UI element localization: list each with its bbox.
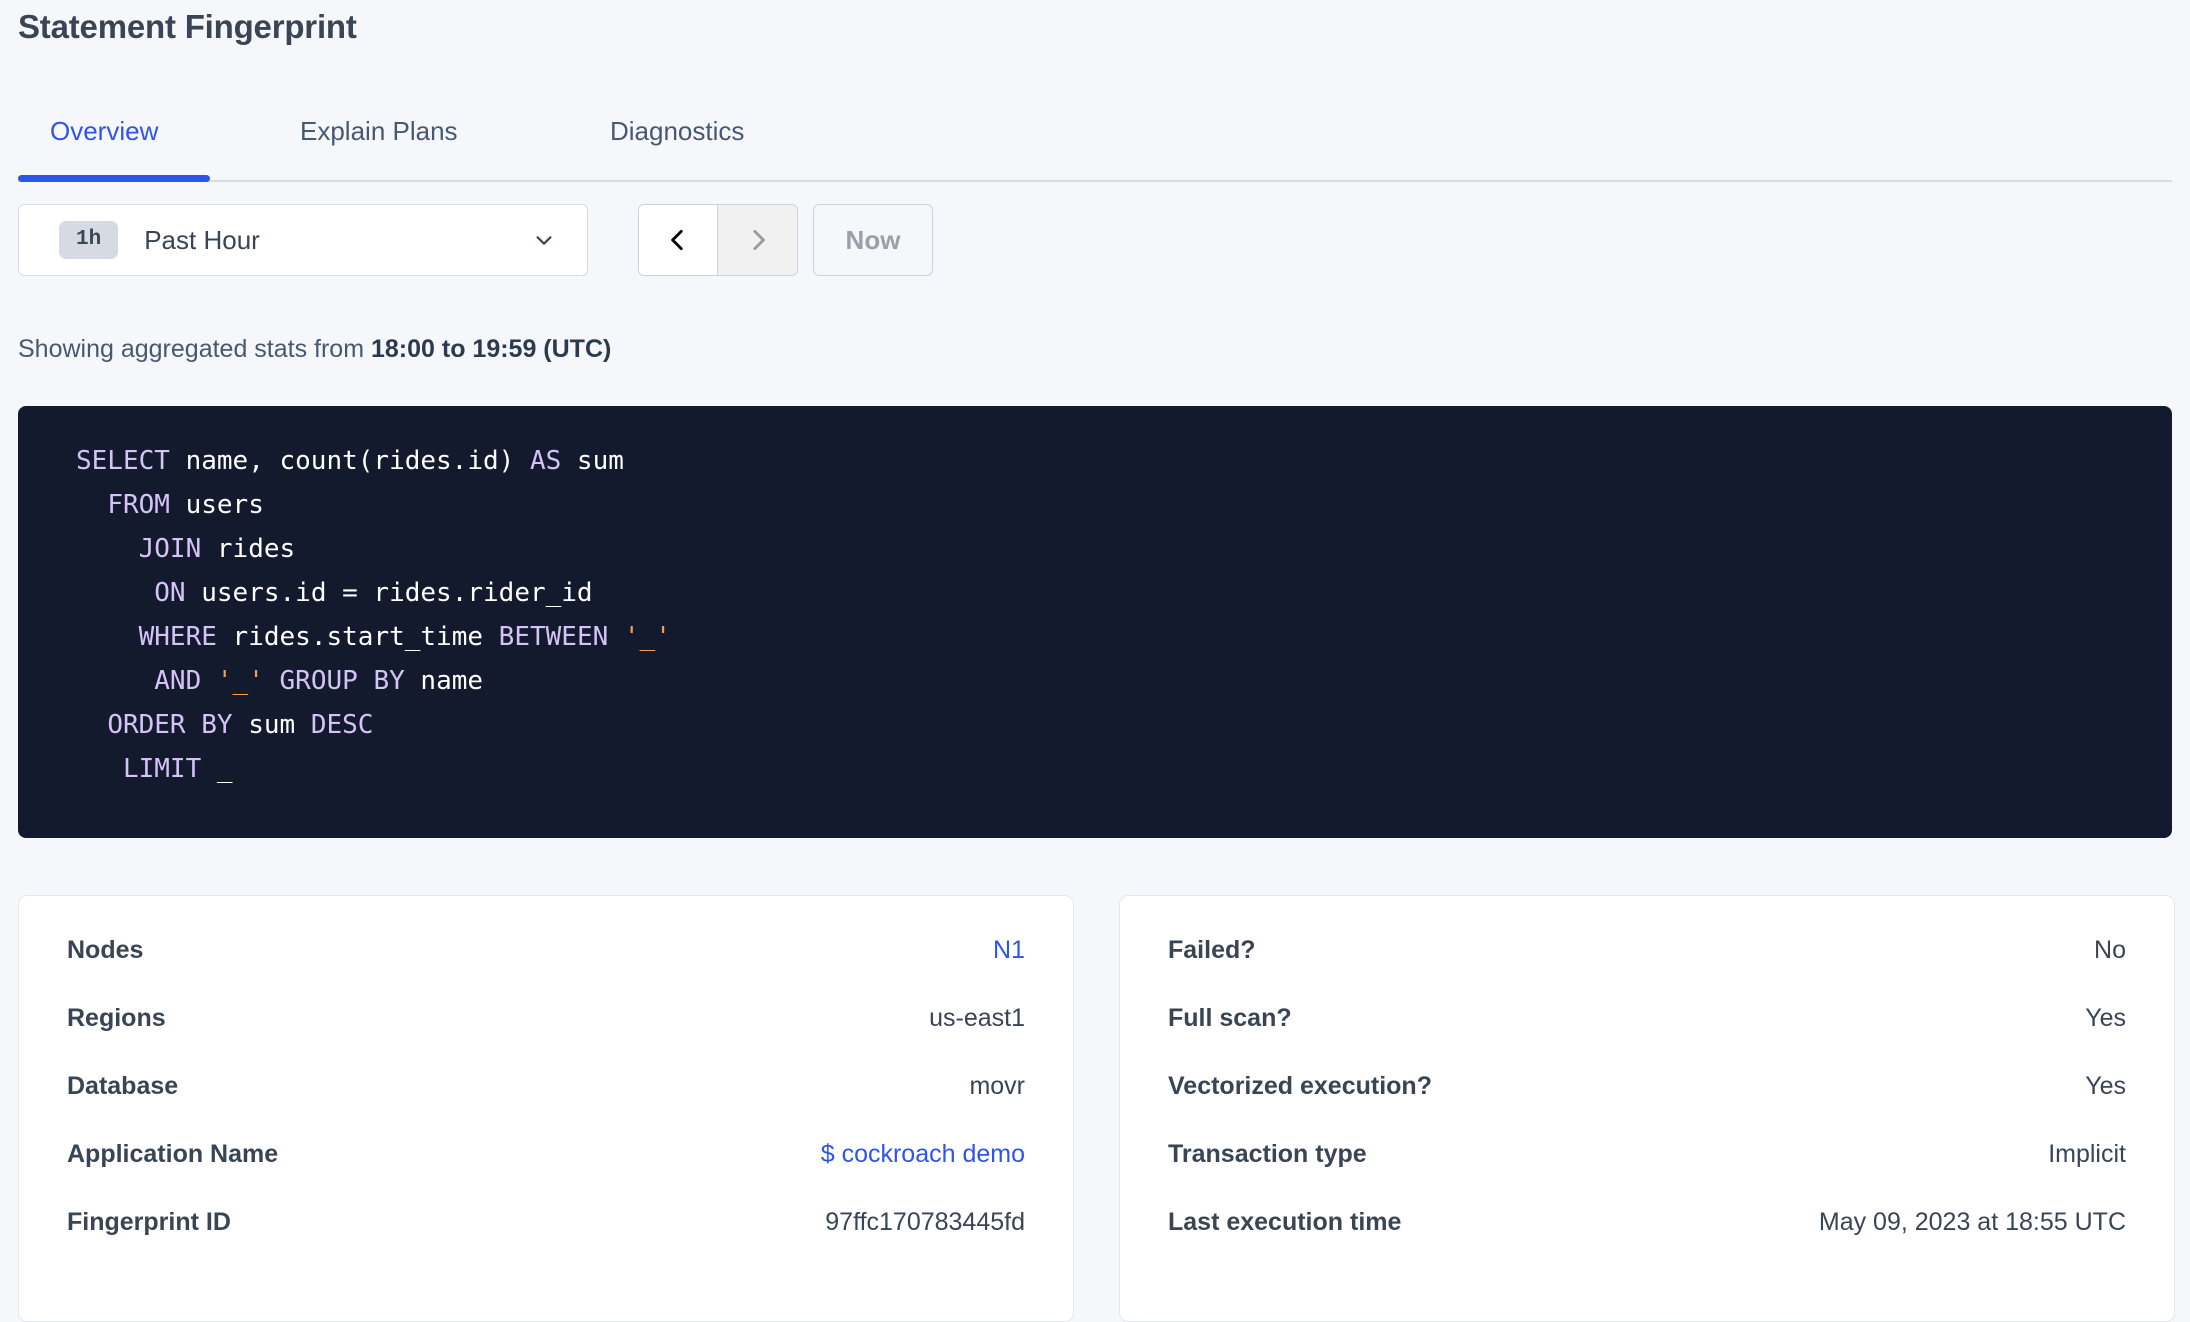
active-tab-indicator xyxy=(18,175,210,182)
sql-identifier: rides.start_time xyxy=(216,622,499,652)
sql-identifier: _ xyxy=(201,754,233,784)
chevron-down-icon xyxy=(533,229,555,251)
sql-line: LIMIT _ xyxy=(76,747,2172,791)
info-label: Regions xyxy=(67,1004,166,1032)
sql-identifier xyxy=(264,666,280,696)
page-title: Statement Fingerprint xyxy=(18,8,357,45)
sql-string-literal: '_' xyxy=(216,666,264,696)
info-row: Transaction type Implicit xyxy=(1168,1140,2126,1208)
sql-line: FROM users xyxy=(76,483,2172,527)
sql-identifier xyxy=(608,622,624,652)
sql-identifier: sum xyxy=(232,710,311,740)
sql-line: ON users.id = rides.rider_id xyxy=(76,571,2172,615)
sql-keyword: JOIN xyxy=(138,534,202,564)
info-label: Nodes xyxy=(67,936,144,964)
info-label: Database xyxy=(67,1072,179,1100)
tab-explain-plans[interactable]: Explain Plans xyxy=(300,108,458,180)
info-value: movr xyxy=(969,1072,1025,1100)
info-row: Vectorized execution? Yes xyxy=(1168,1072,2126,1140)
statement-details-card-left: Nodes N1 Regions us-east1 Database movr Applic… xyxy=(18,895,1074,1322)
info-row: Failed? No xyxy=(1168,936,2126,1004)
time-nav-group xyxy=(638,204,798,276)
sql-keyword: AND xyxy=(154,666,202,696)
sql-keyword: FROM xyxy=(107,490,170,520)
sql-identifier: users.id = rides.rider_id xyxy=(185,578,593,608)
sql-line: ORDER BY sum DESC xyxy=(76,703,2172,747)
info-row: Application Name $ cockroach demo xyxy=(67,1140,1025,1208)
sql-keyword: GROUP BY xyxy=(279,666,405,696)
info-value: Yes xyxy=(2085,1072,2126,1100)
sql-line: AND '_' GROUP BY name xyxy=(76,659,2172,703)
info-row: Regions us-east1 xyxy=(67,1004,1025,1072)
sql-keyword: ORDER BY xyxy=(107,710,233,740)
info-label: Last execution time xyxy=(1168,1208,1402,1236)
info-row: Database movr xyxy=(67,1072,1025,1140)
sql-line: SELECT name, count(rides.id) AS sum xyxy=(76,439,2172,483)
info-value-link[interactable]: N1 xyxy=(993,936,1025,964)
sql-keyword: ON xyxy=(154,578,186,608)
sql-identifier xyxy=(76,622,139,652)
sql-line: JOIN rides xyxy=(76,527,2172,571)
sql-string-literal: '_' xyxy=(623,622,671,652)
aggregation-range-prefix: Showing aggregated stats from xyxy=(18,335,371,363)
info-value: No xyxy=(2094,936,2126,964)
sql-identifier xyxy=(76,534,139,564)
statement-details-card-right: Failed? No Full scan? Yes Vectorized executi… xyxy=(1119,895,2175,1322)
info-label: Transaction type xyxy=(1168,1140,1367,1168)
info-value: us-east1 xyxy=(929,1004,1025,1032)
sql-statement-block: SELECT name, count(rides.id) AS sum FROM… xyxy=(18,406,2172,838)
tab-diagnostics[interactable]: Diagnostics xyxy=(610,108,744,180)
info-row: Nodes N1 xyxy=(67,936,1025,1004)
sql-keyword: DESC xyxy=(310,710,374,740)
sql-identifier xyxy=(76,490,107,520)
aggregation-range-value: 18:00 to 19:59 (UTC) xyxy=(370,335,612,363)
sql-identifier xyxy=(76,754,123,784)
next-period-button[interactable] xyxy=(718,205,797,275)
sql-identifier: name, count(rides.id) xyxy=(169,446,530,476)
tab-bar: Overview Explain Plans Diagnostics xyxy=(0,96,2190,182)
info-value: Implicit xyxy=(2048,1140,2126,1168)
sql-identifier: users xyxy=(169,490,264,520)
sql-identifier xyxy=(76,666,154,696)
time-range-select[interactable]: 1h Past Hour xyxy=(18,204,588,276)
sql-line: WHERE rides.start_time BETWEEN '_' xyxy=(76,615,2172,659)
info-row: Fingerprint ID 97ffc170783445fd xyxy=(67,1208,1025,1276)
sql-keyword: SELECT xyxy=(76,446,170,476)
info-value: 97ffc170783445fd xyxy=(825,1208,1025,1236)
info-label: Failed? xyxy=(1168,936,1256,964)
info-value-link[interactable]: $ cockroach demo xyxy=(820,1140,1025,1168)
sql-identifier: name xyxy=(404,666,484,696)
sql-identifier xyxy=(76,710,107,740)
sql-keyword: WHERE xyxy=(138,622,217,652)
now-button-label: Now xyxy=(845,224,901,255)
info-label: Fingerprint ID xyxy=(67,1208,231,1236)
sql-keyword: AS xyxy=(529,446,562,476)
tab-overview[interactable]: Overview xyxy=(50,108,158,180)
info-label: Vectorized execution? xyxy=(1168,1072,1432,1100)
sql-identifier xyxy=(201,666,217,696)
sql-identifier: rides xyxy=(201,534,296,564)
tab-overview-label: Overview xyxy=(50,116,159,146)
sql-keyword: LIMIT xyxy=(122,754,202,784)
now-button[interactable]: Now xyxy=(813,204,933,276)
previous-period-button[interactable] xyxy=(639,205,718,275)
sql-identifier xyxy=(76,578,154,608)
aggregation-range-text: Showing aggregated stats from 18:00 to 1… xyxy=(18,335,611,364)
info-label: Application Name xyxy=(67,1140,279,1168)
sql-keyword: BETWEEN xyxy=(498,622,609,652)
sql-identifier: sum xyxy=(561,446,624,476)
tab-bar-divider xyxy=(18,180,2172,182)
info-value: May 09, 2023 at 18:55 UTC xyxy=(1818,1208,2126,1236)
tab-diagnostics-label: Diagnostics xyxy=(610,116,745,146)
time-range-badge: 1h xyxy=(59,221,119,259)
time-range-label: Past Hour xyxy=(144,224,260,255)
info-row: Last execution time May 09, 2023 at 18:55… xyxy=(1168,1208,2126,1276)
tab-explain-plans-label: Explain Plans xyxy=(300,116,458,146)
info-row: Full scan? Yes xyxy=(1168,1004,2126,1072)
info-value: Yes xyxy=(2085,1004,2126,1032)
info-label: Full scan? xyxy=(1168,1004,1292,1032)
